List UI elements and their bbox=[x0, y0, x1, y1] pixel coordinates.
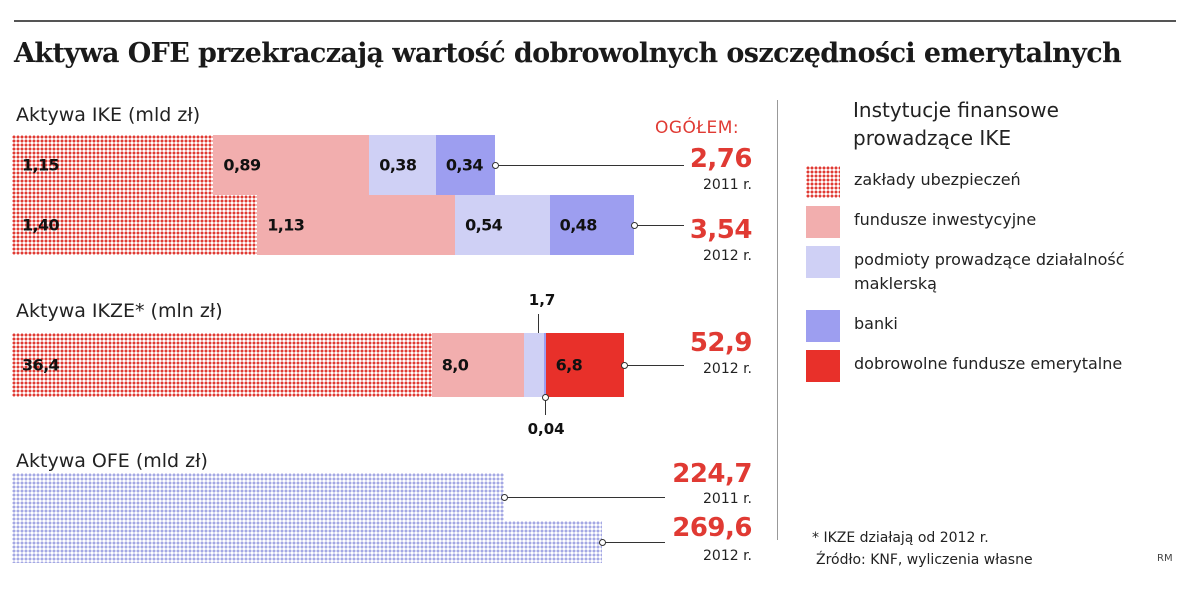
bar-value-label: 0,54 bbox=[465, 215, 503, 235]
total-value: 224,7 bbox=[672, 459, 752, 489]
total-year: 2012 r. bbox=[703, 248, 752, 264]
author-credit: RM bbox=[1157, 553, 1173, 564]
bar-value-label: 0,34 bbox=[445, 155, 484, 175]
bar-segment-podmioty: 0,54 bbox=[455, 195, 550, 255]
total-header: OGÓŁEM: bbox=[655, 118, 740, 138]
legend-label: dobrowolne fundusze emerytalne bbox=[854, 354, 1123, 373]
bar-value-label: 1,15 bbox=[22, 155, 60, 175]
bar-segment-podmioty bbox=[523, 333, 544, 397]
legend-label: podmioty prowadzące działalność maklersk… bbox=[854, 250, 1125, 293]
legend-swatch-dfe bbox=[806, 350, 840, 382]
bar-segment-banki: 0,34 bbox=[435, 135, 496, 195]
legend-swatch-podmioty bbox=[806, 246, 840, 278]
bar-value-label: 1,13 bbox=[267, 215, 305, 235]
bar-value-label: 8,0 bbox=[441, 355, 469, 375]
bar-segment-zaklady: 1,40 bbox=[12, 195, 258, 255]
bar-value-label: 6,8 bbox=[555, 355, 583, 375]
bar-segment-banki: 0,48 bbox=[549, 195, 634, 255]
legend-label: banki bbox=[854, 314, 898, 333]
bar-value-label: 36,4 bbox=[22, 355, 60, 375]
total-value: 52,9 bbox=[689, 328, 753, 358]
bar-segment-banki bbox=[543, 333, 546, 397]
total-year: 2011 r. bbox=[703, 177, 752, 193]
legend-swatch-banki bbox=[806, 310, 840, 342]
callout-dot-banki bbox=[541, 394, 549, 401]
callout-tick-podmioty bbox=[537, 314, 539, 333]
legend-label: fundusze inwestycyjne bbox=[854, 210, 1037, 229]
bar-segment-fundusze: 0,89 bbox=[213, 135, 370, 195]
bar-segment-fundusze: 1,13 bbox=[257, 195, 456, 255]
bar-value-label: 0,89 bbox=[223, 155, 261, 175]
total-connector-line bbox=[627, 365, 684, 366]
bar-segment-ofe bbox=[12, 521, 602, 563]
footnote: * IKZE działają od 2012 r. Źródło: KNF, … bbox=[812, 527, 1033, 571]
total-year: 2011 r. bbox=[703, 491, 752, 507]
ike-panel-title: Aktywa IKE (mld zł) bbox=[16, 104, 201, 126]
total-value: 269,6 bbox=[672, 513, 752, 543]
total-connector-line bbox=[605, 542, 665, 543]
bar-segment-zaklady: 36,4 bbox=[12, 333, 432, 397]
legend-title: Instytucje finansowe prowadzące IKE bbox=[853, 98, 1059, 150]
callout-label-podmioty: 1,7 bbox=[528, 291, 556, 309]
bar-value-label: 0,48 bbox=[559, 215, 598, 235]
bar-segment-zaklady: 1,15 bbox=[12, 135, 214, 195]
total-year: 2012 r. bbox=[703, 361, 752, 377]
bar-segment-fundusze: 8,0 bbox=[431, 333, 524, 397]
chart-title: Aktywa OFE przekraczają wartość dobrowol… bbox=[14, 38, 1122, 69]
total-connector-line bbox=[506, 497, 665, 498]
callout-label-banki: 0,04 bbox=[527, 420, 565, 438]
vertical-divider bbox=[777, 100, 778, 540]
bar-value-label: 0,38 bbox=[379, 155, 417, 175]
total-value: 2,76 bbox=[689, 144, 753, 174]
top-rule bbox=[14, 20, 1176, 22]
footnote-ikze: * IKZE działają od 2012 r. bbox=[812, 530, 989, 546]
bar-value-label: 1,40 bbox=[22, 215, 60, 235]
ofe-panel-title: Aktywa OFE (mld zł) bbox=[16, 450, 208, 472]
footnote-source: Źródło: KNF, wyliczenia własne bbox=[816, 552, 1033, 568]
legend-swatch-fundusze bbox=[806, 206, 840, 238]
ikze-panel-title: Aktywa IKZE* (mln zł) bbox=[16, 300, 223, 322]
total-connector-line bbox=[498, 165, 684, 166]
legend-label: zakłady ubezpieczeń bbox=[854, 170, 1021, 189]
legend-swatch-zaklady bbox=[806, 166, 840, 198]
bar-segment-ofe bbox=[12, 473, 504, 521]
bar-segment-podmioty: 0,38 bbox=[369, 135, 436, 195]
total-connector-line bbox=[636, 225, 684, 226]
callout-tick-banki bbox=[544, 397, 546, 415]
bar-segment-dfe: 6,8 bbox=[545, 333, 624, 397]
total-value: 3,54 bbox=[689, 215, 753, 245]
total-year: 2012 r. bbox=[703, 548, 752, 564]
